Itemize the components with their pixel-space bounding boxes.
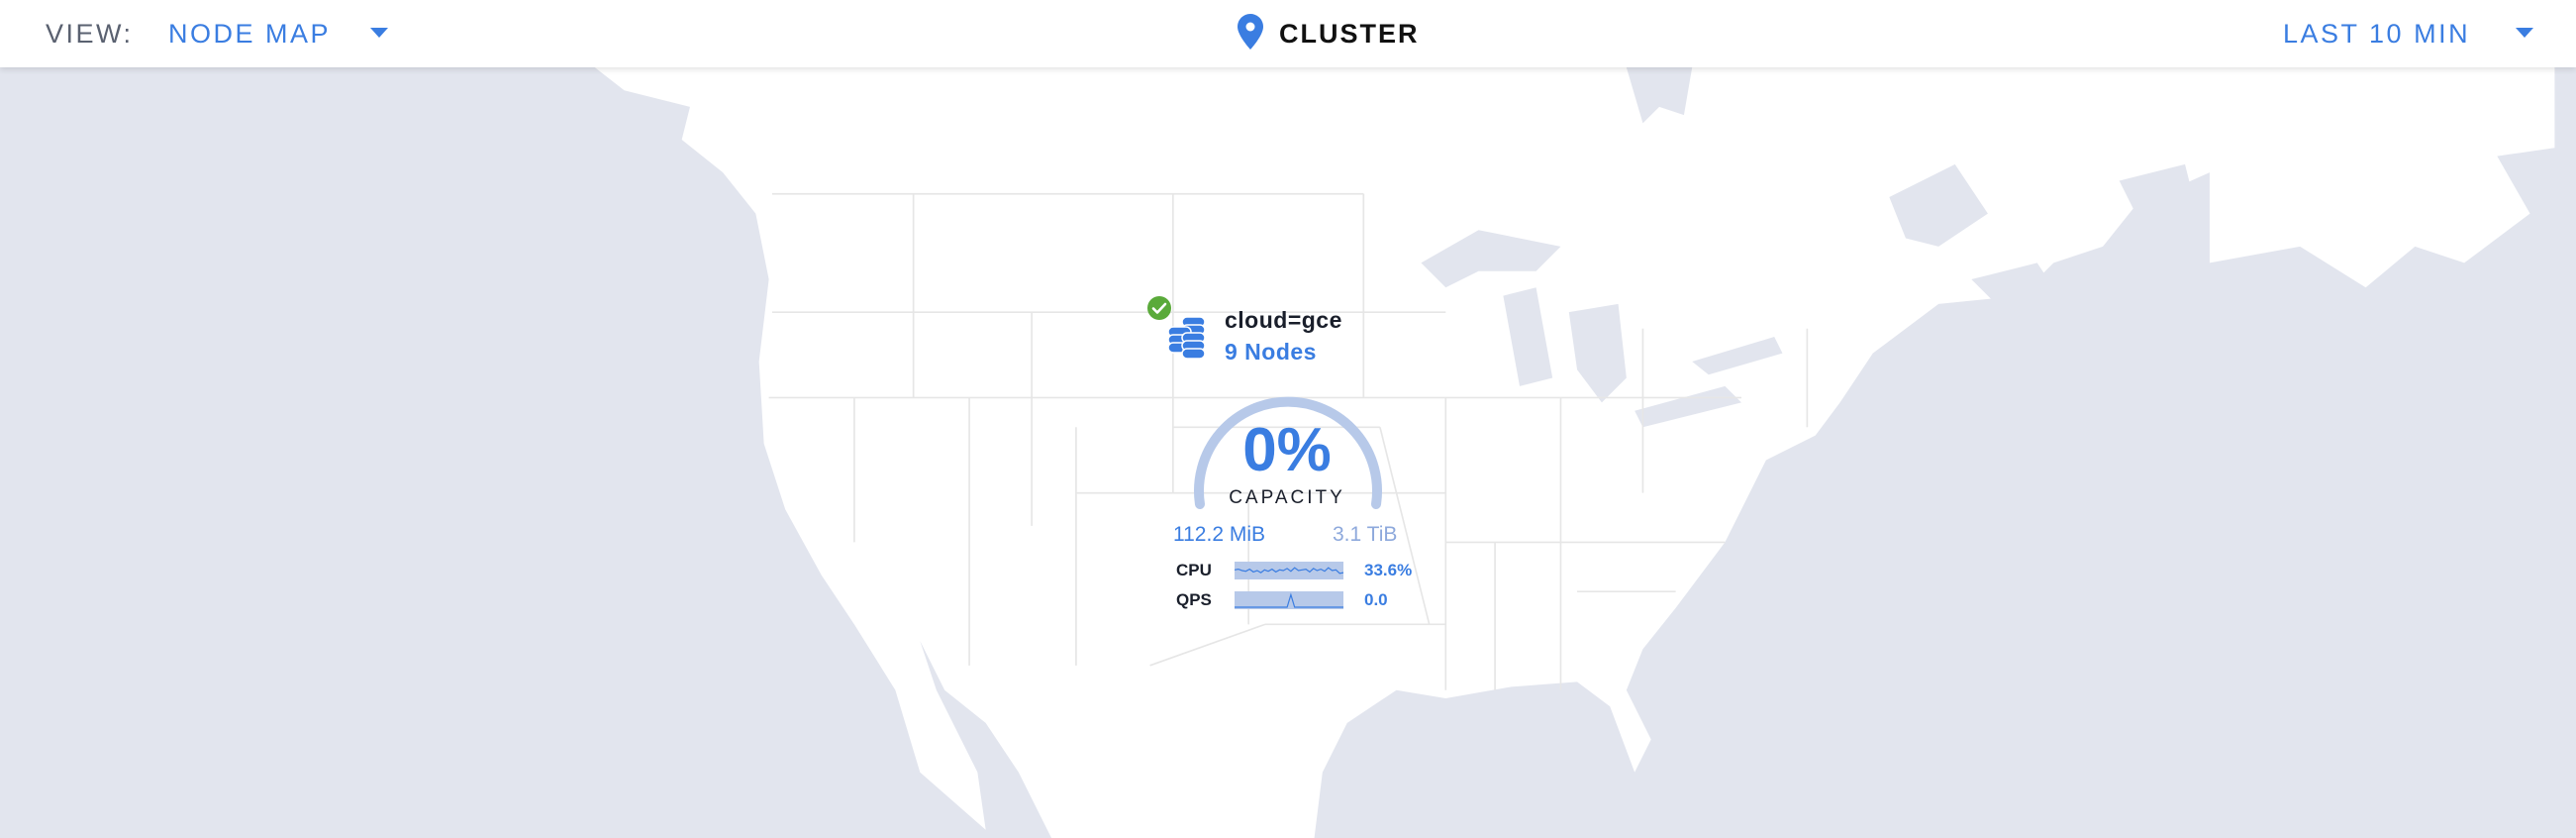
caret-down-icon[interactable] bbox=[370, 28, 388, 38]
check-circle-icon bbox=[1147, 296, 1171, 320]
sparkline-line bbox=[1235, 567, 1343, 575]
qps-label: QPS bbox=[1176, 590, 1212, 609]
capacity-arc-track bbox=[1194, 396, 1382, 509]
capacity-label: CAPACITY bbox=[1229, 487, 1345, 508]
qps-sparkline bbox=[1235, 591, 1343, 609]
map-pin-icon bbox=[1238, 14, 1263, 50]
sparkline-line bbox=[1235, 592, 1343, 608]
cpu-value: 33.6% bbox=[1364, 561, 1413, 579]
view-selector[interactable]: NODE MAP bbox=[168, 19, 332, 49]
capacity-percent: 0% bbox=[1242, 416, 1332, 484]
cpu-sparkline bbox=[1235, 562, 1343, 579]
great-lakes-water bbox=[1421, 230, 1783, 428]
top-bar: VIEW: NODE MAP CLUSTER LAST 10 MIN bbox=[0, 0, 2576, 67]
qps-value: 0.0 bbox=[1364, 590, 1388, 609]
state-borders bbox=[768, 192, 1809, 690]
east-canada-water bbox=[1889, 163, 2194, 304]
view-label: VIEW: bbox=[46, 19, 134, 49]
cpu-label: CPU bbox=[1176, 561, 1212, 579]
caret-down-icon[interactable] bbox=[2516, 28, 2533, 38]
land-mass bbox=[594, 67, 2555, 838]
database-stack-icon bbox=[1168, 317, 1206, 360]
locality-name[interactable]: cloud=gce bbox=[1225, 307, 1342, 333]
used-capacity: 112.2 MiB bbox=[1173, 523, 1265, 546]
page-title: CLUSTER bbox=[1279, 19, 1420, 49]
capacity-gauge bbox=[1194, 396, 1382, 509]
total-capacity: 3.1 TiB bbox=[1333, 523, 1398, 546]
node-count[interactable]: 9 Nodes bbox=[1225, 339, 1317, 365]
time-range-selector[interactable]: LAST 10 MIN bbox=[2283, 19, 2471, 49]
hudson-bay-water bbox=[1626, 67, 1693, 124]
